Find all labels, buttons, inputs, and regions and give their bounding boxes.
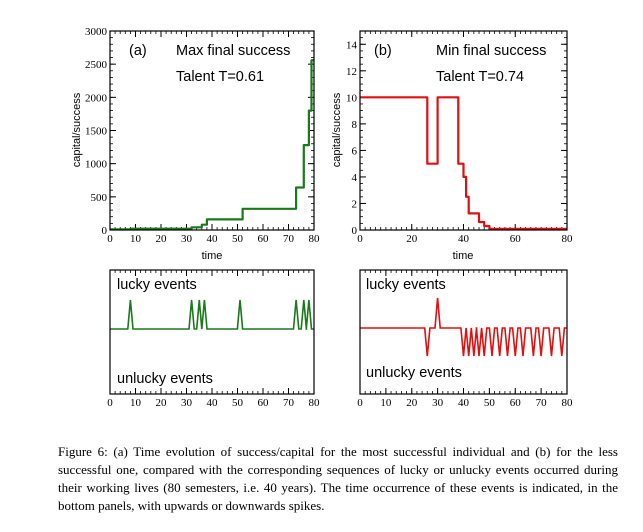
panel-a-ytick-label: 2500 [85,59,108,71]
panel-b-events-xtick-label: 20 [406,397,418,409]
panel-a-xtick-label: 80 [309,233,321,245]
panel-b-xtick-label: 60 [510,233,522,245]
panel-b-ytick-label: 0 [352,225,358,237]
panel-a-xtick-label: 60 [258,233,270,245]
panel-b-xlabel: time [453,250,474,262]
panel-b-unlucky-label: unlucky events [366,365,462,381]
caption-label: Figure 6: [58,444,108,459]
panel-a-events-event-trace [110,299,314,330]
panel-b-events-xtick-label: 30 [432,397,444,409]
panel-b-events-event-trace [360,297,567,357]
panel-a-ylabel: capital/success [71,92,83,167]
panel-a-xtick-label: 10 [130,233,142,245]
panel-a-series-line [110,59,314,231]
panel-a-events-xtick-label: 30 [181,397,193,409]
panel-b-label: (b) [374,43,392,59]
panel-a-xtick-label: 0 [107,233,113,245]
panel-a-xtick-label: 20 [156,233,168,245]
panel-a-ytick-label: 1500 [85,126,108,138]
panel-b-frame [359,30,568,231]
panel-b-events-xtick-label: 50 [484,397,496,409]
panel-b-ylabel: capital/success [331,92,343,167]
panel-a-ytick-label: 500 [91,192,108,204]
panel-b-xtick-label: 40 [458,233,470,245]
panel-a-unlucky-label: unlucky events [117,371,213,387]
panel-a-events-xtick-label: 80 [309,397,321,409]
panel-a-annotation-title: Max final success [176,43,290,59]
panel-a-ytick-label: 0 [102,225,108,237]
panel-a-label: (a) [129,43,147,59]
panel-a-events-xtick-label: 10 [130,397,142,409]
panel-b-events-xtick-label: 40 [458,397,470,409]
panel-a-ytick-label: 2000 [85,92,108,104]
panel-a-events-xtick-label: 70 [283,397,295,409]
panel-a-ytick-label: 1000 [85,159,108,171]
panel-b-xtick-label: 80 [562,233,574,245]
panel-b-lucky-label: lucky events [366,277,446,293]
panel-a-events-xtick-label: 40 [207,397,219,409]
panel-b-ytick-label: 8 [352,119,358,131]
panel-a-ytick-label: 3000 [85,26,108,38]
panel-b-events-xtick-label: 10 [380,397,392,409]
panel-b-ytick-label: 2 [352,198,358,210]
panel-a-lucky-label: lucky events [117,277,197,293]
panel-a-xlabel: time [202,250,223,262]
panel-b-series-line [360,96,567,230]
figure-caption: Figure 6: (a) Time evolution of success/… [58,443,618,515]
panel-b-xtick-label: 0 [357,233,363,245]
panel-b-events-xtick-label: 70 [536,397,548,409]
panel-a-events-xtick-label: 50 [232,397,244,409]
panel-b-ytick-label: 14 [346,39,358,51]
panel-b-xtick-label: 20 [406,233,418,245]
panel-b-events-chart: 0 10 20 30 40 50 60 70 80 [357,269,574,409]
panel-b-annotation-talent: Talent T=0.74 [436,69,524,85]
panel-b-ytick-label: 4 [352,172,358,184]
panel-b-events-frame [359,269,568,395]
panel-a-xtick-label: 40 [207,233,219,245]
panel-a-events-xtick-label: 20 [156,397,168,409]
panel-a-xtick-label: 70 [283,233,295,245]
panel-b-annotation-title: Min final success [436,43,546,59]
panel-a-xtick-label: 50 [232,233,244,245]
panel-a-chart: 0 10 20 30 40 50 60 70 80 0 500 1000 1500 2000 2500 300… [85,26,320,245]
panel-a-frame [109,30,315,231]
panel-b-events-xtick-label: 0 [357,397,363,409]
panel-a-xtick-label: 30 [181,233,193,245]
panel-b-events-xtick-label: 80 [562,397,574,409]
panel-a-events-chart: 0 10 20 30 40 50 60 70 80 [107,269,321,409]
panel-b-ytick-label: 10 [346,92,358,104]
panel-b-events-xtick-label: 60 [510,397,522,409]
caption-text: (a) Time evolution of success/capital fo… [58,444,618,513]
panel-b-chart: 0 20 40 60 80 0 2 4 6 8 10 12 14 [346,30,574,245]
panel-b-ytick-label: 6 [352,145,358,157]
panel-a-events-xtick-label: 0 [107,397,113,409]
panel-a-annotation-talent: Talent T=0.61 [176,69,264,85]
panel-a-events-xtick-label: 60 [258,397,270,409]
panel-b-ytick-label: 12 [346,66,357,78]
figure-6: 0 10 20 30 40 50 60 70 8005001000150020002500300… [71,26,574,409]
panel-a-events-frame [109,269,315,395]
